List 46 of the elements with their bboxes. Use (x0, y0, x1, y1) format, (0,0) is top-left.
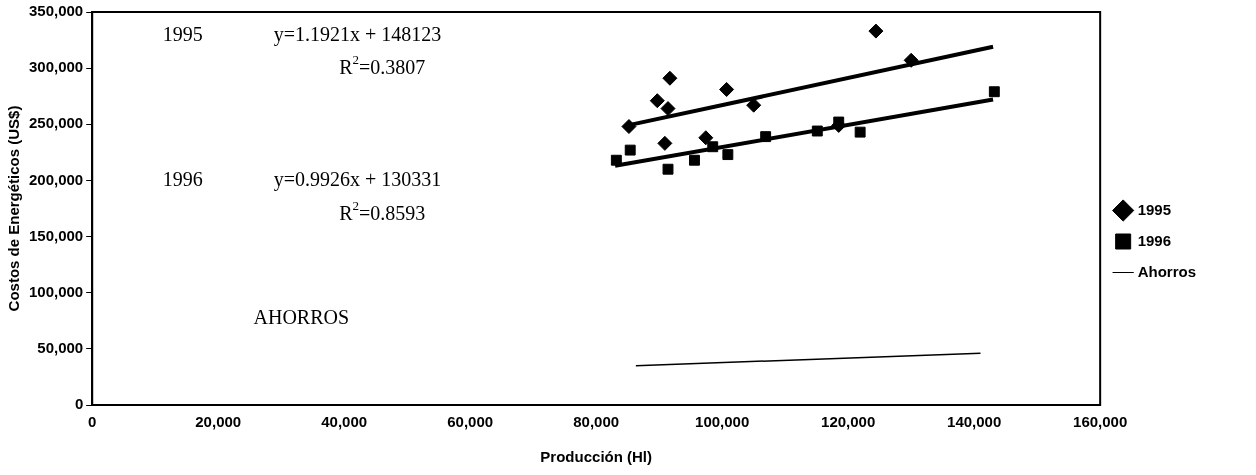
point (649, 93, 665, 109)
legend-label: 1995 (1137, 200, 1172, 218)
x-tick-label: 100,000 (695, 413, 750, 431)
point (903, 52, 919, 68)
y-axis-title: Costos de Energéticos (US$) (5, 105, 23, 312)
point (689, 154, 700, 166)
point (988, 86, 1000, 98)
point (662, 70, 678, 86)
point (722, 149, 734, 161)
y-tick-label: 300,000 (28, 58, 84, 76)
point (811, 125, 823, 137)
point (707, 141, 719, 153)
point (657, 135, 673, 151)
x-tick-label: 60,000 (447, 413, 494, 431)
annotation: AHORROS (253, 305, 350, 328)
point (610, 154, 622, 166)
point (719, 81, 735, 97)
point (698, 130, 714, 146)
x-tick-label: 40,000 (321, 413, 368, 431)
y-tick-label: 150,000 (28, 226, 84, 244)
x-axis-title: Producción (Hl) (540, 448, 653, 466)
x-tick-label: 160,000 (1073, 413, 1128, 431)
annotation: y=0.9926x + 130331 (273, 168, 442, 192)
y-tick-label: 200,000 (28, 170, 84, 188)
point (854, 126, 866, 138)
y-tick-label: 0 (74, 395, 84, 413)
annotation: 1995 (162, 22, 203, 45)
y-tick-label: 350,000 (28, 2, 84, 20)
point (868, 23, 884, 39)
y-tick-label: 100,000 (28, 282, 84, 300)
x-tick-label: 140,000 (947, 413, 1002, 431)
x-tick-label: 120,000 (821, 413, 876, 431)
y-tick-label: 50,000 (37, 339, 84, 356)
point (621, 119, 637, 135)
point (662, 163, 674, 175)
legend-label: Ahorros (1137, 262, 1197, 280)
legend-label: 1996 (1137, 231, 1172, 249)
point (760, 131, 772, 143)
annotation: y=1.1921x + 148123 (273, 22, 442, 46)
annotation: 1996 (162, 168, 203, 191)
y-tick-label: 250,000 (28, 114, 84, 132)
point (624, 144, 636, 156)
x-tick-label: 0 (88, 413, 97, 431)
point (660, 101, 676, 117)
x-tick-label: 20,000 (195, 413, 242, 431)
x-tick-label: 80,000 (573, 413, 620, 431)
